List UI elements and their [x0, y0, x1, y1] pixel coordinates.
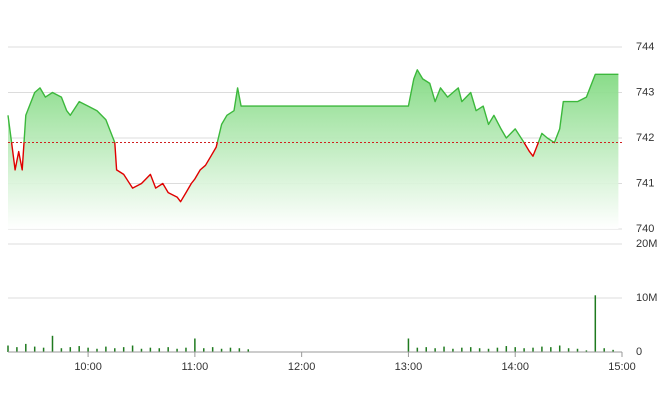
volume-bar [105, 346, 107, 352]
volume-bar [131, 345, 134, 352]
volume-bar [51, 335, 54, 352]
x-tick-label: 10:00 [74, 361, 102, 373]
y-tick-label: 20M [636, 238, 657, 250]
volume-bar [567, 348, 570, 352]
volume-bar [603, 348, 605, 352]
volume-bar [96, 348, 98, 352]
volume-bar [42, 347, 45, 352]
volume-bar [69, 347, 72, 352]
x-tick-label: 14:00 [501, 361, 529, 373]
y-tick-label: 740 [636, 223, 654, 235]
volume-bar [541, 346, 543, 352]
price-area [8, 69, 619, 229]
volume-bar [478, 348, 481, 352]
volume-bar [78, 346, 80, 352]
volume-bar [185, 347, 187, 352]
volume-bar [550, 347, 552, 352]
y-tick-label: 742 [636, 132, 654, 144]
volume-bar [220, 348, 223, 352]
volume-bar [60, 348, 63, 352]
volume-bar [176, 348, 178, 352]
volume-bar [229, 347, 232, 352]
volume-bar [140, 348, 143, 352]
volume-bar [25, 343, 27, 352]
volume-bar [425, 347, 427, 352]
volume-bar [247, 349, 250, 352]
volume-bar [576, 348, 579, 352]
x-tick-label: 13:00 [395, 361, 423, 373]
volume-bar [33, 346, 36, 352]
volume-bar [514, 347, 516, 352]
volume-bar [194, 338, 196, 352]
volume-bar [443, 346, 445, 352]
volume-bar [122, 347, 125, 352]
volume-bar [612, 349, 614, 352]
volume-bar [87, 347, 89, 352]
volume-bar [158, 348, 161, 352]
volume-bar [238, 348, 241, 352]
volume-bar [487, 348, 490, 352]
volume-bar [7, 345, 9, 352]
y-tick-label: 744 [636, 41, 654, 53]
price-line [7, 69, 619, 203]
volume-bar [523, 348, 525, 352]
volume-bar [167, 347, 169, 352]
volume-bar [461, 347, 463, 352]
volume-bar [416, 347, 419, 352]
volume-bar [594, 295, 597, 352]
volume-bar [585, 350, 588, 352]
y-tick-label: 743 [636, 86, 654, 98]
volume-bar [558, 345, 561, 352]
volume-bar [114, 348, 116, 352]
volume-bar [149, 347, 152, 352]
volume-bar [203, 348, 205, 352]
volume-bar [452, 348, 454, 352]
x-tick-label: 15:00 [608, 361, 636, 373]
volume-bar [407, 338, 410, 352]
volume-bar [16, 347, 18, 352]
x-tick-label: 12:00 [288, 361, 316, 373]
x-tick-label: 11:00 [182, 361, 209, 373]
y-tick-label: 741 [636, 177, 654, 189]
volume-bar [532, 347, 534, 352]
volume-bar [469, 347, 472, 352]
volume-bar [496, 347, 499, 352]
volume-bar [211, 347, 214, 352]
y-tick-label: 0 [636, 346, 642, 358]
volume-bar [434, 348, 436, 352]
y-tick-label: 10M [636, 292, 657, 304]
volume-bar [505, 346, 508, 352]
